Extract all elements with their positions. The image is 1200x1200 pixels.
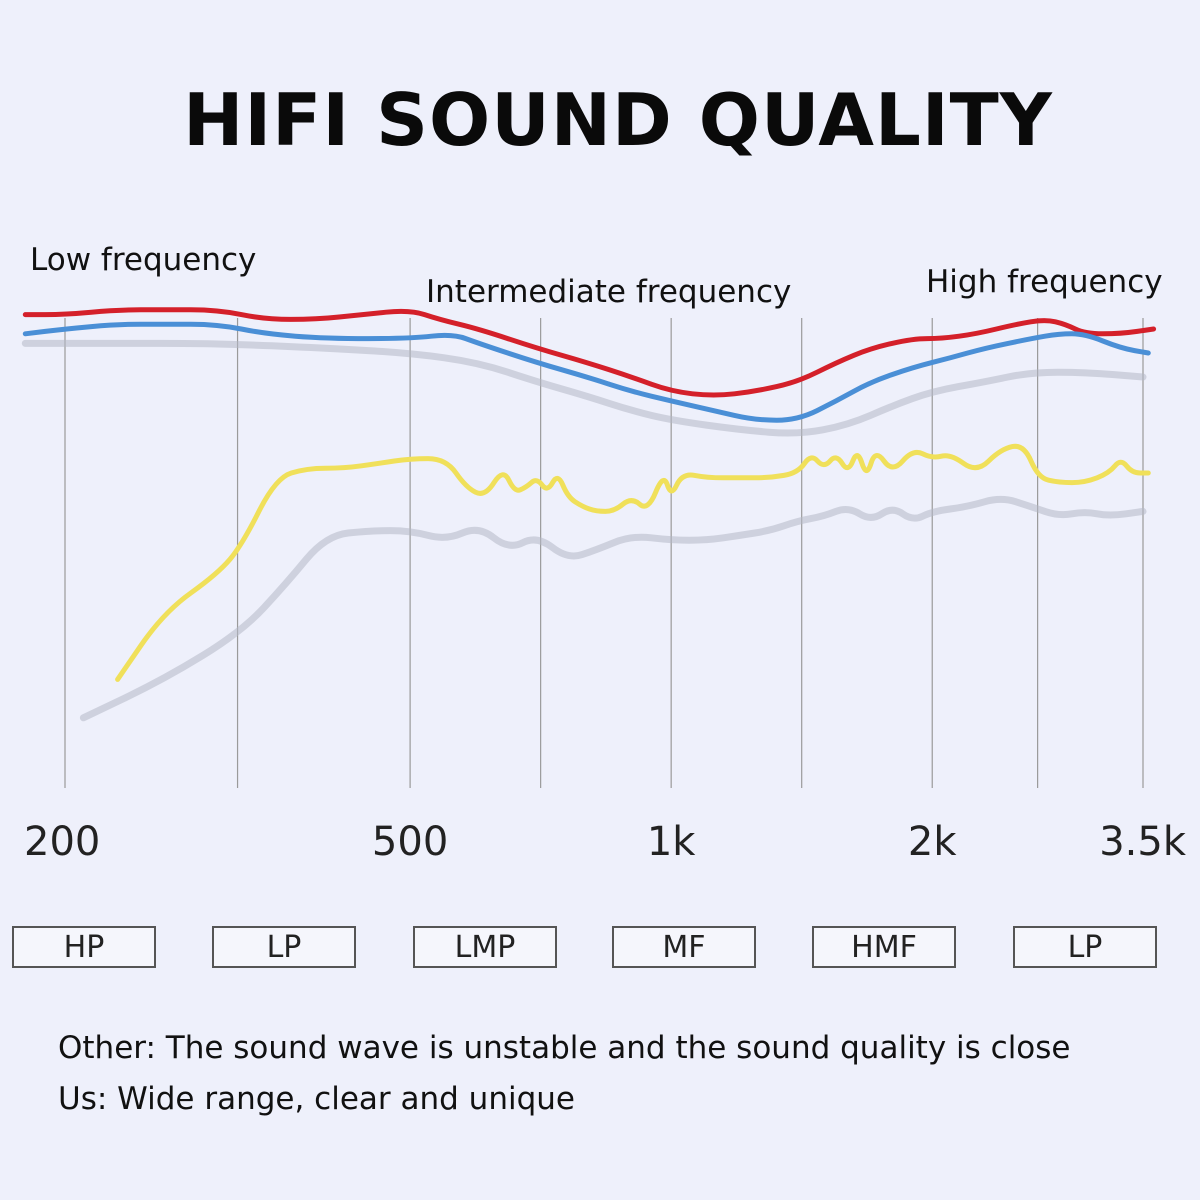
tick-label-layer: 200 500 1k 2k 3.5k (24, 819, 1187, 865)
filter-box-hp: HP (12, 926, 156, 968)
x-tick-label: 3.5k (1099, 819, 1187, 865)
intermediate-frequency-label: Intermediate frequency (426, 274, 792, 310)
series-layer (21, 307, 1157, 722)
filter-box-hmf: HMF (812, 926, 956, 968)
yellow-curve (115, 443, 1151, 682)
filter-box-lmp: LMP (413, 926, 557, 968)
blue-curve (22, 321, 1151, 423)
filter-box-lp-2: LP (1013, 926, 1157, 968)
high-frequency-label: High frequency (926, 264, 1163, 300)
low-frequency-label: Low frequency (30, 242, 257, 278)
filter-box-lp: LP (212, 926, 356, 968)
shadow-upper-curve (21, 339, 1147, 437)
comparison-note-other: Other: The sound wave is unstable and th… (58, 1030, 1071, 1066)
red-curve (22, 307, 1157, 398)
filter-row: HP LP LMP MF HMF LP (0, 926, 1200, 970)
grid-layer (64, 318, 1144, 788)
x-tick-label: 2k (908, 819, 957, 865)
shadow-lower-curve (79, 495, 1147, 722)
x-tick-label: 200 (24, 819, 100, 865)
comparison-note-us: Us: Wide range, clear and unique (58, 1081, 575, 1117)
x-tick-label: 1k (647, 819, 696, 865)
page-title: HIFI SOUND QUALITY (183, 78, 1053, 162)
x-tick-label: 500 (372, 819, 448, 865)
filter-box-mf: MF (612, 926, 756, 968)
